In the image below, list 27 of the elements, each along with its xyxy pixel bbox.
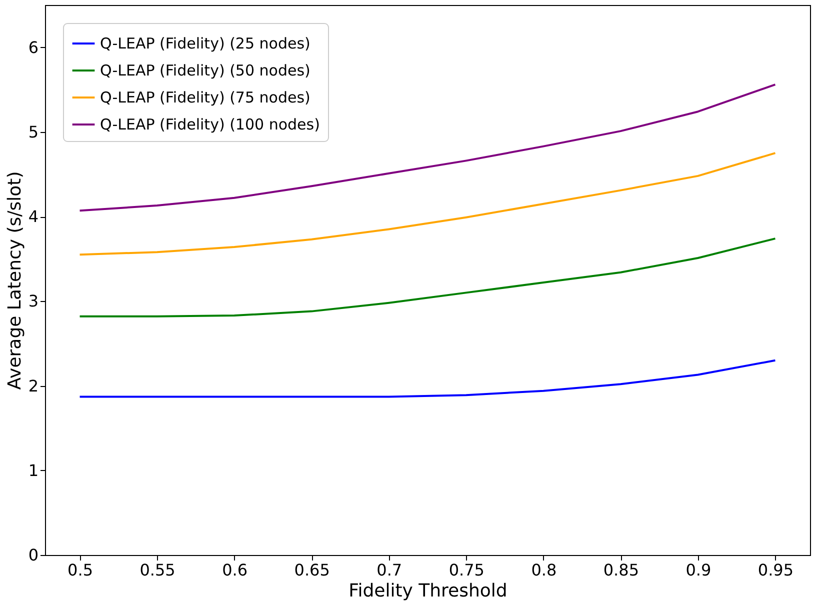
x-tick-label: 0.5 bbox=[68, 560, 93, 580]
legend-label: Q-LEAP (Fidelity) (100 nodes) bbox=[100, 116, 320, 134]
x-tick-label: 0.95 bbox=[758, 560, 794, 580]
y-tick-label: 3 bbox=[28, 292, 38, 311]
line-series bbox=[78, 359, 776, 398]
y-tick-label: 6 bbox=[28, 38, 38, 57]
line-series bbox=[78, 84, 776, 212]
x-tick-label: 0.55 bbox=[140, 560, 176, 580]
x-tick-label: 0.85 bbox=[603, 560, 639, 580]
y-tick-label: 0 bbox=[28, 546, 38, 564]
y-axis-title: Average Latency (s/slot) bbox=[4, 171, 26, 390]
legend-label: Q-LEAP (Fidelity) (25 nodes) bbox=[100, 34, 310, 52]
legend-label: Q-LEAP (Fidelity) (75 nodes) bbox=[100, 88, 310, 106]
x-tick-label: 0.8 bbox=[531, 560, 557, 580]
y-tick-label: 4 bbox=[28, 207, 38, 226]
y-tick-label: 1 bbox=[28, 460, 38, 480]
y-tick-label: 2 bbox=[28, 376, 38, 396]
x-tick-label: 0.65 bbox=[294, 560, 330, 580]
x-axis-title: Fidelity Threshold bbox=[348, 580, 508, 602]
x-tick-label: 0.75 bbox=[448, 560, 484, 580]
x-tick-label: 0.6 bbox=[222, 560, 248, 580]
x-tick-label: 0.7 bbox=[376, 560, 402, 580]
line-series bbox=[78, 152, 776, 256]
x-tick-label: 0.9 bbox=[686, 560, 712, 580]
y-tick-label: 5 bbox=[28, 122, 38, 142]
line-series bbox=[78, 238, 776, 318]
legend-label: Q-LEAP (Fidelity) (50 nodes) bbox=[100, 62, 310, 80]
